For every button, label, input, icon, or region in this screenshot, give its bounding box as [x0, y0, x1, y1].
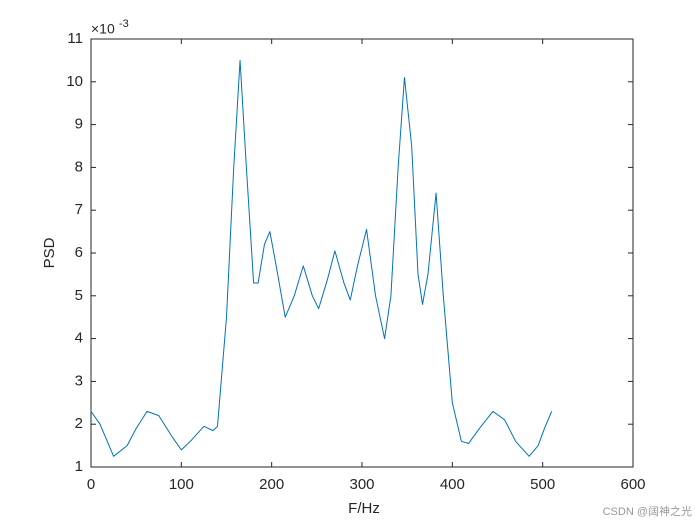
- y-tick-label: 1: [75, 458, 83, 475]
- x-tick-label: 600: [620, 476, 645, 493]
- x-tick-label: 100: [169, 476, 194, 493]
- x-tick-label: 300: [349, 476, 374, 493]
- y-tick-label: 9: [75, 116, 83, 133]
- y-tick-label: 8: [75, 158, 83, 175]
- psd-line: [90, 59, 553, 457]
- x-tick-label: 400: [440, 476, 465, 493]
- y-tick-label: 5: [75, 287, 83, 304]
- y-tick-label: 7: [75, 201, 83, 218]
- y-tick-label: 3: [75, 372, 83, 389]
- y-tick-label: 2: [75, 415, 83, 432]
- axes-box: [90, 38, 634, 468]
- x-tick-label: 200: [259, 476, 284, 493]
- x-tick-label: 500: [530, 476, 555, 493]
- y-axis-label: PSD: [41, 237, 58, 268]
- y-tick-label: 11: [67, 30, 83, 47]
- y-exponent-base: ×10: [91, 21, 115, 37]
- x-axis-label: F/Hz: [348, 500, 380, 517]
- x-tick-label: 0: [87, 476, 95, 493]
- y-tick-label: 10: [66, 73, 83, 90]
- y-exponent: -3: [119, 18, 129, 30]
- y-tick-label: 6: [75, 244, 83, 261]
- watermark: CSDN @阔神之光: [603, 504, 692, 518]
- y-tick-label: 4: [75, 330, 83, 347]
